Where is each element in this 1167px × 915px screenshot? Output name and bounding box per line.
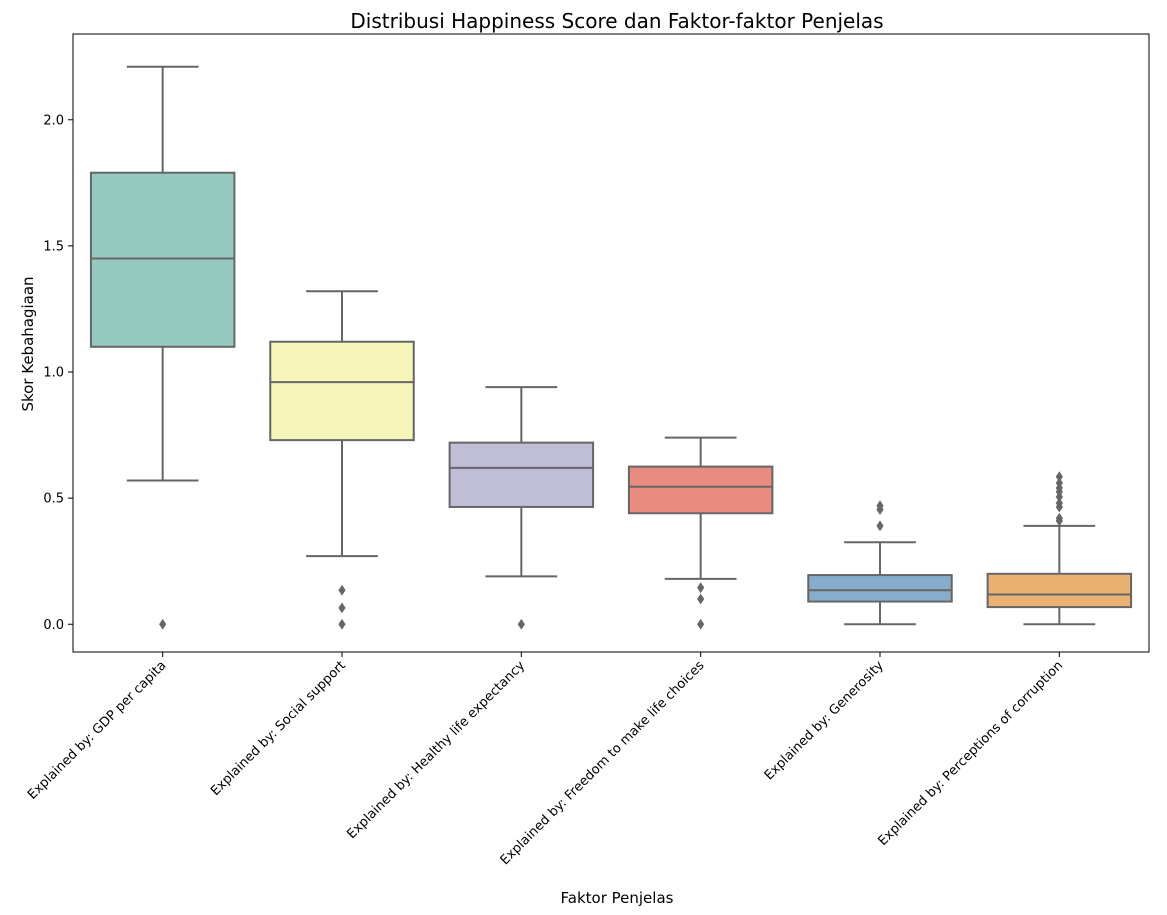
y-axis-title: Skor Kebahagiaan [19,276,37,411]
iqr-box [269,340,415,442]
outlier-point [876,520,884,532]
plot-area [72,33,1150,653]
box-group [807,500,953,626]
y-tick-label: 0.5 [43,492,64,507]
box-group [448,386,595,630]
box-group [986,471,1133,626]
x-tick-label: Explained by: Healthy life expectancy [344,658,528,842]
iqr-box [986,572,1133,609]
outlier-point [338,618,346,630]
chart-title: Distribusi Happiness Score dan Faktor-fa… [350,9,883,33]
outlier-point [697,593,705,605]
box-group [627,436,774,630]
box-group [89,65,236,630]
y-tick-label: 2.0 [43,113,64,128]
box-group [269,290,415,630]
outlier-point [517,618,525,630]
y-tick-label: 1.5 [43,239,64,254]
outlier-point [876,504,884,515]
iqr-box [807,574,953,603]
plot-frame [72,33,1150,653]
outlier-point [1055,515,1063,527]
y-tick-label: 0.0 [43,618,64,633]
iqr-box [89,171,236,348]
outlier-point [159,618,167,630]
x-tick-label: Explained by: Generosity [762,658,887,783]
x-tick-label: Explained by: GDP per capita [25,658,169,802]
iqr-box [448,441,595,508]
outlier-point [697,582,705,594]
outlier-point [697,618,705,630]
outlier-point [338,602,346,614]
outlier-point [1055,501,1063,513]
x-tick-label: Explained by: Social support [208,658,349,799]
outlier-point [338,584,346,596]
x-axis-title: Faktor Penjelas [561,889,674,907]
x-axis: Explained by: GDP per capita Explained by… [25,652,1066,868]
x-tick-label: Explained by: Freedom to make life choic… [498,658,708,868]
y-axis: 0.0 0.5 1.0 1.5 2.0 [43,113,73,633]
iqr-box [627,465,774,515]
y-tick-label: 1.0 [43,366,64,381]
x-tick-label: Explained by: Perceptions of corruption [875,658,1066,849]
